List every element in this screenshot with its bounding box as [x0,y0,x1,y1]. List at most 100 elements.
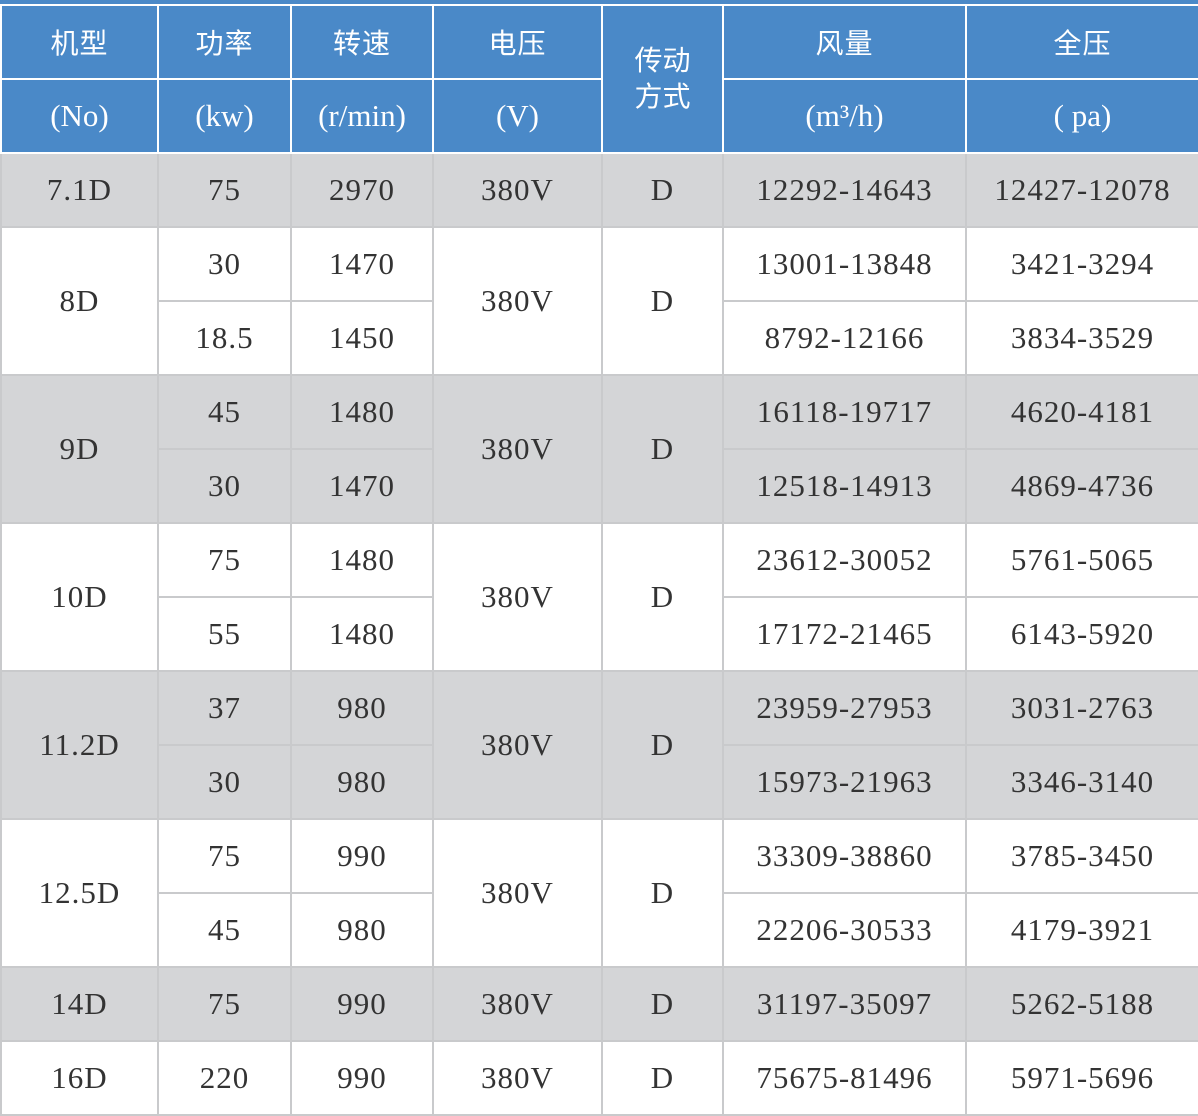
power-cell: 75 [157,818,292,894]
header-airflow-unit: (m³/h) [722,78,967,154]
airflow-cell: 17172-21465 [722,596,967,672]
pressure-cell: 4869-4736 [965,448,1198,524]
table-row: 9D 45 1480 380V D 16118-19717 4620-4181 [0,374,1198,524]
speed-cell: 1470 [290,448,434,524]
airflow-cell: 12292-14643 [722,152,967,228]
pressure-cell: 3346-3140 [965,744,1198,820]
pressure-cell: 5761-5065 [965,522,1198,598]
table-header: 机型 功率 转速 电压 传动 方式 风量 全压 (No) (kw) (r/min… [0,4,1198,154]
power-cell: 30 [157,744,292,820]
voltage-cell: 380V [432,226,603,376]
airflow-cell: 75675-81496 [722,1040,967,1116]
pressure-cell: 3421-3294 [965,226,1198,302]
pressure-cell: 3031-2763 [965,670,1198,746]
speed-cell: 1480 [290,374,434,450]
airflow-cell: 8792-12166 [722,300,967,376]
drive-cell: D [601,670,724,820]
pressure-cell: 4620-4181 [965,374,1198,450]
speed-cell: 1470 [290,226,434,302]
header-model: 机型 [0,4,159,80]
table-row: 7.1D 75 2970 380V D 12292-14643 12427-12078 [0,152,1198,228]
table-row: 14D 75 990 380V D 31197-35097 5262-5188 [0,966,1198,1042]
power-cell: 45 [157,892,292,968]
table-row: 10D 75 1480 380V D 23612-30052 5761-5065 [0,522,1198,672]
header-speed: 转速 [290,4,434,80]
model-cell: 11.2D [0,670,159,820]
pressure-cell: 3785-3450 [965,818,1198,894]
power-cell: 75 [157,522,292,598]
voltage-cell: 380V [432,670,603,820]
drive-cell: D [601,1040,724,1116]
voltage-cell: 380V [432,966,603,1042]
table-row: 30 1470 12518-14913 4869-4736 [1,448,1198,524]
table-row: 45 980 22206-30533 4179-3921 [1,892,1198,968]
header-pressure-unit: ( pa) [965,78,1198,154]
pressure-cell: 12427-12078 [965,152,1198,228]
header-voltage-unit: (V) [432,78,603,154]
header-power-unit: (kw) [157,78,292,154]
header-model-unit: (No) [0,78,159,154]
table-row: 16D 220 990 380V D 75675-81496 5971-5696 [0,1040,1198,1116]
airflow-cell: 23959-27953 [722,670,967,746]
table-body: 7.1D 75 2970 380V D 12292-14643 12427-12078 8D 3… [0,152,1198,1116]
speed-cell: 980 [290,670,434,746]
power-cell: 220 [157,1040,292,1116]
speed-cell: 1450 [290,300,434,376]
drive-cell: D [601,152,724,228]
model-cell: 14D [0,966,159,1042]
speed-cell: 990 [290,818,434,894]
header-voltage: 电压 [432,4,603,80]
airflow-cell: 15973-21963 [722,744,967,820]
speed-cell: 980 [290,892,434,968]
drive-cell: D [601,818,724,968]
airflow-cell: 23612-30052 [722,522,967,598]
speed-cell: 1480 [290,522,434,598]
model-cell: 8D [0,226,159,376]
model-cell: 16D [0,1040,159,1116]
table-row: 11.2D 37 980 380V D 23959-27953 3031-2763 [0,670,1198,820]
header-power: 功率 [157,4,292,80]
model-cell: 12.5D [0,818,159,968]
table-row: 12.5D 75 990 380V D 33309-38860 3785-3450 [0,818,1198,968]
table-row: 30 980 15973-21963 3346-3140 [1,744,1198,820]
airflow-cell: 12518-14913 [722,448,967,524]
airflow-cell: 13001-13848 [722,226,967,302]
header-speed-unit: (r/min) [290,78,434,154]
model-cell: 10D [0,522,159,672]
voltage-cell: 380V [432,522,603,672]
pressure-cell: 5971-5696 [965,1040,1198,1116]
voltage-cell: 380V [432,818,603,968]
power-cell: 75 [157,152,292,228]
header-top-border [0,0,1198,4]
voltage-cell: 380V [432,374,603,524]
airflow-cell: 31197-35097 [722,966,967,1042]
model-cell: 9D [0,374,159,524]
model-cell: 7.1D [0,152,159,228]
airflow-cell: 16118-19717 [722,374,967,450]
table-row: 18.5 1450 8792-12166 3834-3529 [1,300,1198,376]
voltage-cell: 380V [432,1040,603,1116]
pressure-cell: 3834-3529 [965,300,1198,376]
drive-cell: D [601,226,724,376]
drive-cell: D [601,966,724,1042]
drive-cell: D [601,374,724,524]
header-drive-line1: 传动 [634,44,691,77]
speed-cell: 990 [290,1040,434,1116]
header-drive: 传动 方式 [601,4,724,154]
airflow-cell: 22206-30533 [722,892,967,968]
power-cell: 37 [157,670,292,746]
header-drive-line2: 方式 [634,80,691,113]
power-cell: 18.5 [157,300,292,376]
table-row: 55 1480 17172-21465 6143-5920 [1,596,1198,672]
voltage-cell: 380V [432,152,603,228]
speed-cell: 980 [290,744,434,820]
power-cell: 55 [157,596,292,672]
power-cell: 30 [157,448,292,524]
speed-cell: 990 [290,966,434,1042]
pressure-cell: 4179-3921 [965,892,1198,968]
header-airflow: 风量 [722,4,967,80]
power-cell: 45 [157,374,292,450]
header-pressure: 全压 [965,4,1198,80]
fan-spec-table: 机型 功率 转速 电压 传动 方式 风量 全压 (No) (kw) (r/min… [0,4,1198,1116]
airflow-cell: 33309-38860 [722,818,967,894]
